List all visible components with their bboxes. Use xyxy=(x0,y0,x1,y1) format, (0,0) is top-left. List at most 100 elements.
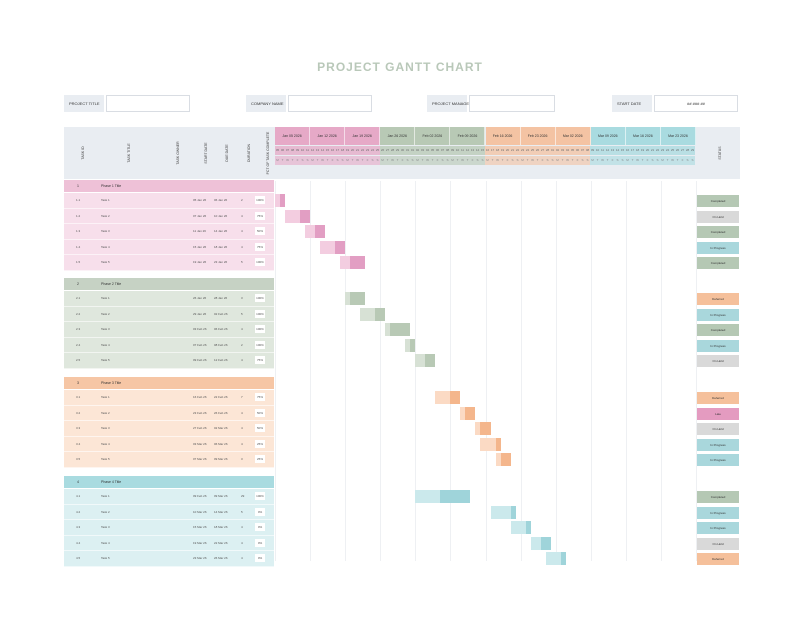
task-row[interactable]: 1.5 Task 5 19 Jan 26 23 Jan 26 5 100% xyxy=(64,255,274,271)
status-badge[interactable]: In Progress xyxy=(697,454,739,466)
task-title: Task 5 xyxy=(101,457,110,461)
task-row[interactable]: 4.3 Task 3 15 Mar 26 18 Mar 26 4 0% xyxy=(64,520,274,536)
task-due-date: 06 Feb 26 xyxy=(214,327,228,331)
task-row[interactable]: 2.2 Task 2 29 Jan 26 02 Feb 26 5 100% xyxy=(64,307,274,322)
gantt-bar-planned xyxy=(495,453,501,466)
gantt-bar-progress xyxy=(450,391,461,404)
info-value-field[interactable] xyxy=(288,95,372,112)
status-badge[interactable]: On Hold xyxy=(697,210,739,223)
info-value-field[interactable] xyxy=(106,95,190,112)
status-badge[interactable]: Completed xyxy=(697,226,739,238)
task-percent-complete: 100% xyxy=(255,258,265,266)
day-number-row: 05 06 07 08 09 10 11 12 13 14 15 16 17 18 19 20 21 22 23 24… xyxy=(275,146,696,155)
task-duration: 4 xyxy=(241,525,243,529)
status-badge[interactable]: In Progress xyxy=(697,506,739,519)
task-row[interactable]: 4.4 Task 4 19 Mar 26 22 Mar 26 4 0% xyxy=(64,536,274,551)
task-percent-complete: 75% xyxy=(255,356,265,364)
status-badge[interactable]: In Progress xyxy=(697,241,739,254)
task-id: 2.4 xyxy=(76,342,81,347)
task-row[interactable]: 1.2 Task 2 07 Jan 26 10 Jan 26 4 75% xyxy=(64,209,274,224)
gantt-bar-progress xyxy=(335,240,346,254)
task-row[interactable]: 3.3 Task 3 27 Feb 26 02 Mar 26 4 50% xyxy=(64,421,274,437)
day-number: 20 xyxy=(505,146,510,155)
status-badge[interactable]: Deferred xyxy=(697,553,739,565)
day-letter: W xyxy=(460,156,465,165)
status-badge[interactable]: On Hold xyxy=(697,537,739,550)
task-start-date: 11 Jan 26 xyxy=(193,229,206,233)
status-badge[interactable]: In Progress xyxy=(697,339,739,352)
task-row[interactable]: 4.1 Task 1 09 Feb 26 09 Mar 26 29 100% xyxy=(64,489,274,505)
day-number: 06 xyxy=(280,146,285,155)
task-row[interactable]: 2.3 Task 3 03 Feb 26 06 Feb 26 4 100% xyxy=(64,322,274,338)
status-badge[interactable]: In Progress xyxy=(697,308,739,321)
day-number: 01 xyxy=(410,146,415,155)
task-row[interactable]: 4.5 Task 5 23 Mar 26 26 Mar 26 4 0% xyxy=(64,551,274,567)
task-title: Task 1 xyxy=(101,395,110,399)
task-title: Task 2 xyxy=(101,410,110,415)
day-letter: S xyxy=(655,156,660,165)
day-letter: M xyxy=(275,156,280,165)
task-id: 3.2 xyxy=(76,410,81,415)
status-badge[interactable]: On Hold xyxy=(697,355,739,367)
task-due-date: 02 Feb 26 xyxy=(214,311,228,316)
status-badge[interactable]: Completed xyxy=(697,195,739,207)
gantt-bar-progress xyxy=(410,338,416,352)
task-row[interactable]: 1.1 Task 1 05 Jan 26 06 Jan 26 2 100% xyxy=(64,193,274,209)
info-value-field[interactable] xyxy=(469,95,555,112)
status-badge[interactable]: Completed xyxy=(697,257,739,269)
status-badge[interactable]: In Progress xyxy=(697,522,739,534)
day-number: 21 xyxy=(650,146,655,155)
task-row[interactable]: 2.4 Task 4 07 Feb 26 08 Feb 26 2 100% xyxy=(64,338,274,353)
task-due-date: 10 Jan 26 xyxy=(214,213,228,218)
day-letter: T xyxy=(665,156,670,165)
day-number: 12 xyxy=(465,146,470,155)
status-badge[interactable]: On Hold xyxy=(697,423,739,435)
task-percent-complete: 100% xyxy=(255,325,265,333)
task-due-date: 18 Mar 26 xyxy=(214,525,228,529)
day-letter: S xyxy=(690,156,695,165)
gantt-bar-progress xyxy=(540,536,551,550)
info-label: START DATE xyxy=(612,95,652,112)
day-number: 23 xyxy=(660,146,665,155)
status-badge[interactable]: In Progress xyxy=(697,438,739,451)
day-number: 04 xyxy=(565,146,570,155)
task-row[interactable]: 3.5 Task 5 07 Mar 26 09 Mar 26 3 25% xyxy=(64,452,274,468)
day-number: 10 xyxy=(455,146,460,155)
column-header-label: START DATE xyxy=(204,142,208,164)
task-row[interactable]: 2.5 Task 5 09 Feb 26 12 Feb 26 4 75% xyxy=(64,353,274,369)
info-value-field[interactable]: ## ### ## xyxy=(654,95,738,112)
status-badge[interactable]: Deferred xyxy=(697,293,739,305)
task-row[interactable]: 3.4 Task 4 03 Mar 26 06 Mar 26 4 25% xyxy=(64,437,274,452)
status-badge[interactable]: Late xyxy=(697,407,739,420)
task-row[interactable]: 3.1 Task 1 16 Feb 26 22 Feb 26 7 75% xyxy=(64,390,274,406)
task-title: Task 1 xyxy=(101,494,110,498)
gantt-bar-progress xyxy=(280,194,285,207)
task-row[interactable]: 1.4 Task 4 15 Jan 26 18 Jan 26 4 75% xyxy=(64,240,274,255)
task-percent-complete: 75% xyxy=(255,393,265,401)
task-start-date: 09 Feb 26 xyxy=(193,494,207,498)
day-number: 22 xyxy=(655,146,660,155)
task-row[interactable]: 4.2 Task 2 10 Mar 26 14 Mar 26 5 0% xyxy=(64,505,274,520)
status-badge[interactable]: Deferred xyxy=(697,392,739,404)
status-badge[interactable]: Completed xyxy=(697,491,739,503)
week-header: Mar 02 2026 xyxy=(555,127,591,145)
day-number: 16 xyxy=(485,146,490,155)
day-number: 17 xyxy=(490,146,495,155)
gantt-bar-progress xyxy=(525,521,531,534)
task-row[interactable]: 2.1 Task 1 26 Jan 26 28 Jan 26 3 100% xyxy=(64,291,274,307)
day-number: 05 xyxy=(570,146,575,155)
day-letter: W xyxy=(495,156,500,165)
task-row[interactable]: 3.2 Task 2 23 Feb 26 26 Feb 26 4 50% xyxy=(64,406,274,421)
status-badge[interactable]: Completed xyxy=(697,324,739,336)
day-letter: T xyxy=(395,156,400,165)
task-row[interactable]: 1.3 Task 3 11 Jan 26 14 Jan 26 4 50% xyxy=(64,224,274,240)
task-list: 3.1 Task 1 16 Feb 26 22 Feb 26 7 75% 3.2 Task 2… xyxy=(64,390,274,468)
day-letter: T xyxy=(560,156,565,165)
week-header: Jan 05 2026 xyxy=(275,127,311,145)
task-percent-complete: 25% xyxy=(255,455,265,463)
day-letter: S xyxy=(370,156,375,165)
day-number: 27 xyxy=(540,146,545,155)
week-header: Mar 23 2026 xyxy=(660,127,696,145)
day-number: 08 xyxy=(585,146,590,155)
task-start-date: 03 Mar 26 xyxy=(193,441,207,446)
